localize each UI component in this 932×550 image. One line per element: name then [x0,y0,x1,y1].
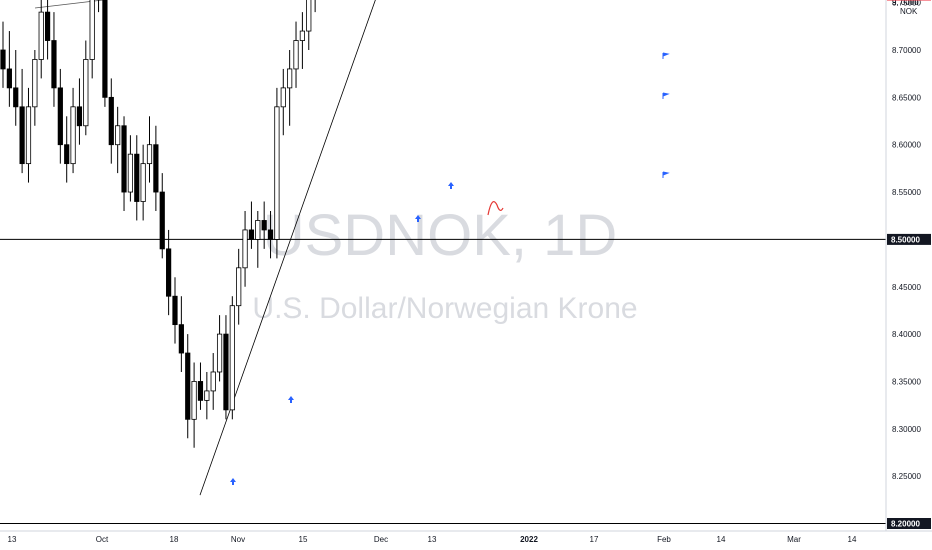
price-tick-label: 8.55000 [892,188,921,197]
candle-body[interactable] [159,191,165,250]
candle-body[interactable] [121,125,127,193]
level-badge [887,233,931,245]
candle-body[interactable] [83,59,89,127]
candle-body[interactable] [185,352,191,420]
up-arrow-icon [230,478,236,485]
time-tick-label: Dec [374,535,388,544]
candle-body[interactable] [44,11,51,41]
time-tick-label: Nov [231,535,245,544]
time-tick-label: Oct [96,535,109,544]
candle-body[interactable] [19,106,25,165]
candle-body[interactable] [248,229,255,240]
candle-body[interactable] [134,153,140,202]
price-tick-label: 8.75000 [892,0,921,8]
candle-body[interactable] [51,40,57,89]
candle-body[interactable] [108,96,114,146]
watermark-symbol: USDNOK, 1D [263,203,618,268]
time-tick-label: Mar [787,535,801,544]
time-tick-label: 13 [428,535,437,544]
time-tick-label: 2022 [520,535,538,544]
candle-body[interactable] [25,106,32,165]
time-tick-label: 14 [717,535,726,544]
price-tick-label: 8.65000 [892,93,921,102]
candle-body[interactable] [267,229,274,240]
price-tick-label: 8.25000 [892,472,921,481]
candle-body[interactable] [0,49,6,70]
candle-body[interactable] [216,333,223,373]
flag-icon [662,92,670,99]
currency-label: NOK [900,7,918,16]
price-scale-top-label: 9, 0000 [892,0,919,7]
price-tick-label: 8.70000 [892,46,921,55]
candle-body[interactable] [6,68,12,89]
candle-body[interactable] [236,267,242,307]
projection-hook [487,201,504,216]
candle-body[interactable] [293,40,299,70]
candle-body[interactable] [13,87,19,108]
price-tick-label: 8.35000 [892,377,921,386]
time-tick-label: 18 [170,535,179,544]
time-tick-label: 13 [8,535,17,544]
price-tick-label: 8.30000 [892,425,921,434]
candle-body[interactable] [115,125,121,146]
candle-body[interactable] [280,87,286,108]
candle-body[interactable] [153,144,159,193]
price-badge-stop [887,0,931,1]
flag-icon [662,171,670,178]
candle-body[interactable] [178,324,184,354]
candle-body[interactable] [38,11,44,60]
candle-body[interactable] [210,371,216,392]
time-tick-label: 17 [590,535,599,544]
time-tick-label: 14 [848,535,857,544]
candle-body[interactable] [306,0,312,32]
up-arrow-icon [448,182,454,189]
time-tick-label: Feb [657,535,671,544]
time-tick-label: 15 [299,535,308,544]
price-tick-label: 8.40000 [892,330,921,339]
level-badge-label: 8.50000 [891,235,920,244]
candle-body[interactable] [127,153,133,193]
level-badge-label: 8.20000 [891,520,920,529]
candle-body[interactable] [57,87,63,146]
candle-body[interactable] [274,106,280,240]
trendline[interactable] [199,0,522,496]
candle-body[interactable] [261,220,267,231]
candle-body[interactable] [191,381,197,420]
candle-body[interactable] [223,333,229,411]
candle-body[interactable] [140,163,146,202]
candle-body[interactable] [287,68,293,89]
level-badge [887,518,931,529]
candle-body[interactable] [172,295,178,326]
candle-body[interactable] [204,390,210,401]
price-tick-label: 8.45000 [892,283,921,292]
candle-body[interactable] [89,0,95,60]
up-arrow-icon [288,396,294,403]
price-tick-label: 8.60000 [892,141,921,150]
candle-body[interactable] [166,248,172,297]
candle-body[interactable] [197,381,204,401]
candle-body[interactable] [299,30,305,41]
candle-body[interactable] [76,106,83,127]
candle-body[interactable] [70,106,76,165]
candle-body[interactable] [146,144,153,165]
candle-body[interactable] [229,305,235,411]
watermark-description: U.S. Dollar/Norwegian Krone [252,292,637,325]
candle-body[interactable] [64,144,70,165]
candle-body[interactable] [102,0,108,98]
candle-body[interactable] [32,59,38,108]
up-arrow-icon [415,215,421,222]
candle-body[interactable] [255,220,261,240]
candle-body[interactable] [242,229,248,269]
flag-icon [662,52,670,59]
